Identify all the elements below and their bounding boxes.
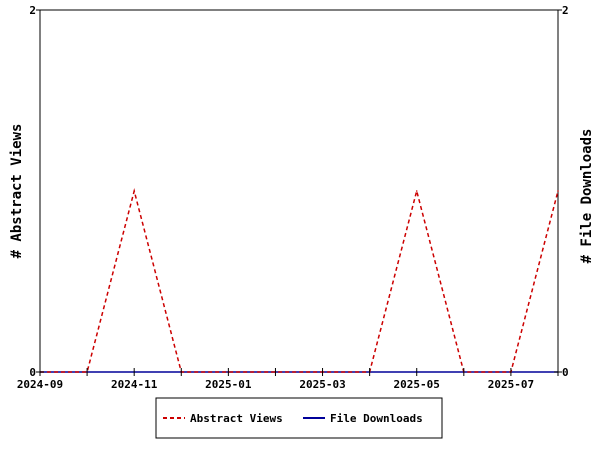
x-axis: 2024-09 2024-11 2025-01 2025-03 2025-05 2025-… [17, 368, 559, 391]
x-tick-label: 2024-09 [17, 378, 63, 391]
data-point-abstract-views [133, 190, 135, 192]
y-axis-title-right: # File Downloads [579, 129, 595, 264]
legend-label-file-downloads: File Downloads [330, 412, 423, 425]
y-tick-label-right: 0 [562, 366, 569, 379]
plot-area [39, 9, 559, 373]
legend-box [155, 397, 443, 439]
y-tick-label-right: 2 [562, 4, 569, 17]
legend-label-abstract-views: Abstract Views [190, 412, 283, 425]
x-tick-label: 2024-11 [111, 378, 158, 391]
x-tick-label: 2025-03 [299, 378, 345, 391]
x-tick-label: 2025-01 [205, 378, 252, 391]
data-point-abstract-views [557, 190, 559, 192]
data-point-abstract-views [415, 190, 418, 192]
y-axis-title-left: # Abstract Views [9, 124, 25, 259]
legend: Abstract Views File Downloads [155, 397, 443, 439]
x-tick-label: 2025-07 [488, 378, 534, 391]
y-tick-label-left: 0 [29, 366, 36, 379]
y-tick-label-left: 2 [29, 4, 36, 17]
y-axis: 0 2 0 2 [29, 4, 568, 379]
x-tick-label: 2025-05 [394, 378, 440, 391]
